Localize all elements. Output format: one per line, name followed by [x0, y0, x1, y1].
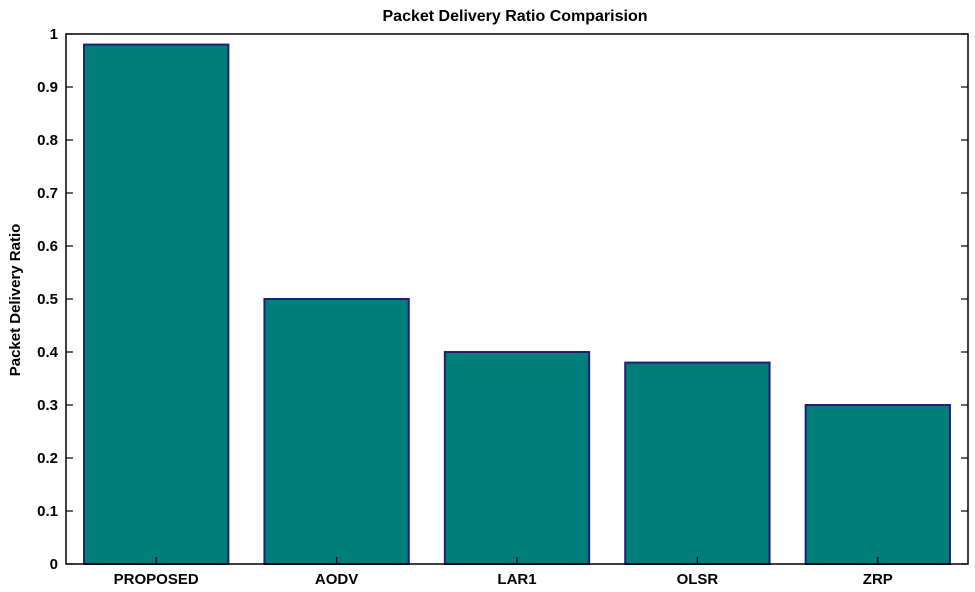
x-category-label: AODV [315, 571, 358, 588]
y-tick-label: 0.7 [37, 185, 58, 202]
bar-zrp [804, 404, 951, 565]
x-axis-categories: PROPOSED AODV LAR1 OLSR ZRP [114, 557, 893, 588]
y-tick-label: 0.2 [37, 450, 58, 467]
y-axis-label: Packet Delivery Ratio [7, 224, 24, 377]
bar-proposed [83, 43, 230, 566]
y-tick-label: 0.9 [37, 79, 58, 96]
x-category-label: PROPOSED [114, 571, 199, 588]
plot-frame [65, 33, 969, 565]
chart-title: Packet Delivery Ratio Comparision [383, 8, 648, 25]
y-axis-ticks: 0 0.1 0.2 0.3 0.4 0.5 0.6 0.7 0.8 0.9 1 [37, 26, 968, 573]
bar-olsr [624, 361, 771, 565]
x-category-label: OLSR [677, 571, 719, 588]
y-tick-label: 0.6 [37, 238, 58, 255]
bar-lar1 [443, 351, 591, 565]
y-tick-label: 0.5 [37, 291, 58, 308]
bar-aodv [263, 298, 410, 565]
y-tick-label: 0.8 [37, 132, 58, 149]
x-category-label: ZRP [863, 571, 893, 588]
y-tick-label: 0.1 [37, 503, 58, 520]
y-tick-label: 0.3 [37, 397, 58, 414]
y-tick-label: 0.4 [37, 344, 59, 361]
y-tick-label: 0 [50, 556, 58, 573]
y-tick-label: 1 [50, 26, 58, 43]
bars [83, 43, 951, 566]
x-category-label: LAR1 [497, 571, 536, 588]
